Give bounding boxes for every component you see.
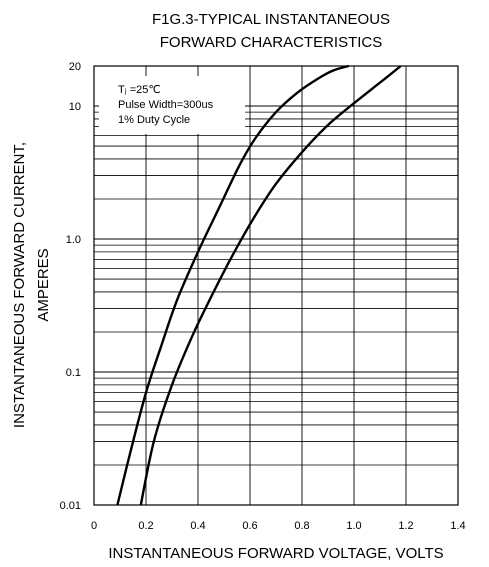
x-tick-label: 0.6 [242,520,257,532]
chart-subtitle: FORWARD CHARACTERISTICS [160,34,383,51]
y-tick-label: 20 [69,61,81,73]
series-line-2 [139,65,402,506]
legend: Tⱼ =25℃ Pulse Width=300us 1% Duty Cycle [99,76,245,134]
legend-box [99,76,245,134]
y-tick-label: 10 [69,101,81,113]
x-tick-label: 0 [91,520,97,532]
y-axis-label-units: AMPERES [35,248,52,321]
y-axis-label: INSTANTANEOUS FORWARD CURRENT, [11,142,28,428]
x-tick-label: 0.8 [294,520,309,532]
y-tick-label: 0.01 [60,500,81,512]
x-tick-label: 1.0 [346,520,361,532]
y-tick-label: 0.1 [66,367,81,379]
legend-line: Pulse Width=300us [118,99,214,111]
x-tick-label: 1.4 [450,520,465,532]
legend-line: 1% Duty Cycle [118,114,190,126]
legend-line: Tⱼ =25℃ [118,84,161,96]
x-axis-label: INSTANTANEOUS FORWARD VOLTAGE, VOLTS [108,545,443,562]
series-line-1 [116,64,350,506]
y-tick-label: 1.0 [66,234,81,246]
x-tick-label: 0.4 [190,520,205,532]
chart-title: F1G.3-TYPICAL INSTANTANEOUS [152,11,390,28]
x-tick-label: 0.2 [138,520,153,532]
series-group [116,64,402,506]
y-tick-labels: 0.01 0.1 1.0 10 20 [60,61,81,512]
x-tick-labels: 0 0.2 0.4 0.6 0.8 1.0 1.2 1.4 [91,520,466,532]
plot-frame [93,65,459,506]
x-tick-label: 1.2 [398,520,413,532]
